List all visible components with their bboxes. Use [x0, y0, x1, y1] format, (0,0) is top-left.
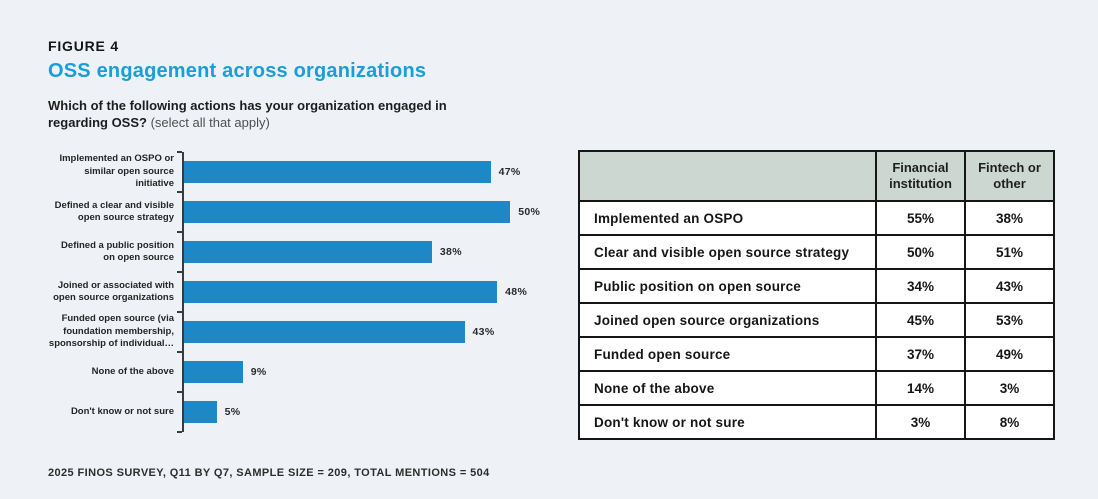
bar-track: 47% [177, 151, 582, 192]
survey-question-note: (select all that apply) [146, 114, 270, 130]
table-row-label: Joined open source organizations [578, 302, 877, 338]
table-row-value: 50% [875, 234, 966, 270]
chart-row: Implemented an OSPO or similar open sour… [48, 151, 582, 192]
table-row-value: 55% [875, 200, 966, 236]
table-header-row: Financial institution Fintech or other [578, 150, 1055, 202]
table-row: Implemented an OSPO 55% 38% [578, 200, 1055, 236]
chart-category-label: Implemented an OSPO or similar open sour… [59, 153, 174, 190]
comparison-table: Financial institution Fintech or other Im… [578, 150, 1055, 440]
table-row: Clear and visible open source strategy 50… [578, 234, 1055, 270]
table-row-value: 53% [964, 302, 1055, 338]
bar-value-label: 43% [472, 326, 495, 338]
table-row-value: 51% [964, 234, 1055, 270]
bar [184, 361, 243, 383]
chart-category-label: Defined a clear and visible open source … [54, 199, 174, 223]
table-row-value: 34% [875, 268, 966, 304]
table-row-label: None of the above [578, 370, 877, 406]
table-row-value: 45% [875, 302, 966, 338]
chart-category-label: Joined or associated with open source or… [53, 279, 174, 303]
table-row-value: 37% [875, 336, 966, 372]
table-row: Funded open source 37% 49% [578, 336, 1055, 372]
chart-row: Funded open source (via foundation membe… [48, 311, 582, 352]
table-row-value: 3% [875, 404, 966, 440]
bar [184, 281, 498, 303]
chart-row: None of the above 9% [48, 351, 582, 392]
chart-row: Don't know or not sure 5% [48, 391, 582, 433]
survey-question-text: Which of the following actions has your … [48, 98, 447, 130]
bar-track: 9% [177, 351, 582, 392]
bar-chart: Implemented an OSPO or similar open sour… [48, 151, 582, 433]
bar-track: 43% [177, 311, 582, 352]
bar [184, 321, 465, 343]
bar-value-label: 38% [439, 246, 462, 258]
table-row: Joined open source organizations 45% 53% [578, 302, 1055, 338]
bar-track: 38% [177, 231, 582, 272]
table-row-label: Don't know or not sure [578, 404, 877, 440]
chart-row: Defined a clear and visible open source … [48, 191, 582, 232]
table-row-value: 43% [964, 268, 1055, 304]
bar-track: 48% [177, 271, 582, 312]
bar-value-label: 50% [518, 206, 541, 218]
bar-value-label: 48% [505, 286, 528, 298]
table-row-value: 8% [964, 404, 1055, 440]
chart-row: Joined or associated with open source or… [48, 271, 582, 312]
bar-value-label: 5% [224, 406, 241, 418]
comparison-table-head: Financial institution Fintech or other [578, 150, 1055, 202]
bar-track: 50% [177, 191, 582, 232]
bar [184, 241, 432, 263]
chart-category-label: Don't know or not sure [70, 405, 174, 417]
bar-track: 5% [177, 391, 582, 433]
figure-header: FIGURE 4 OSS engagement across organizat… [48, 38, 498, 132]
table-row: Don't know or not sure 3% 8% [578, 404, 1055, 440]
table-row: None of the above 14% 3% [578, 370, 1055, 406]
survey-question: Which of the following actions has your … [48, 98, 498, 132]
bar-value-label: 9% [250, 366, 267, 378]
footnote: 2025 FINOS SURVEY, Q11 BY Q7, SAMPLE SIZ… [48, 467, 490, 479]
table-row: Public position on open source 34% 43% [578, 268, 1055, 304]
table-column-header [578, 150, 877, 202]
table-row-label: Funded open source [578, 336, 877, 372]
table-row-label: Implemented an OSPO [578, 200, 877, 236]
bar [184, 201, 511, 223]
table-row-value: 38% [964, 200, 1055, 236]
bar [184, 161, 491, 183]
bar [184, 401, 217, 423]
chart-category-label: Funded open source (via foundation membe… [48, 313, 174, 350]
comparison-table-wrap: Financial institution Fintech or other Im… [578, 150, 1055, 440]
table-column-header: Financial institution [875, 150, 966, 202]
comparison-table-body: Implemented an OSPO 55% 38% Clear and visib… [578, 200, 1055, 440]
page-title: OSS engagement across organizations [48, 60, 427, 82]
table-column-header: Fintech or other [964, 150, 1055, 202]
chart-row: Defined a public position on open source… [48, 231, 582, 272]
table-row-value: 3% [964, 370, 1055, 406]
chart-category-label: None of the above [91, 365, 174, 377]
bar-value-label: 47% [498, 166, 521, 178]
chart-category-label: Defined a public position on open source [61, 239, 174, 263]
figure-label: FIGURE 4 [48, 38, 119, 54]
table-row-value: 49% [964, 336, 1055, 372]
table-row-label: Clear and visible open source strategy [578, 234, 877, 270]
table-row-value: 14% [875, 370, 966, 406]
table-row-label: Public position on open source [578, 268, 877, 304]
